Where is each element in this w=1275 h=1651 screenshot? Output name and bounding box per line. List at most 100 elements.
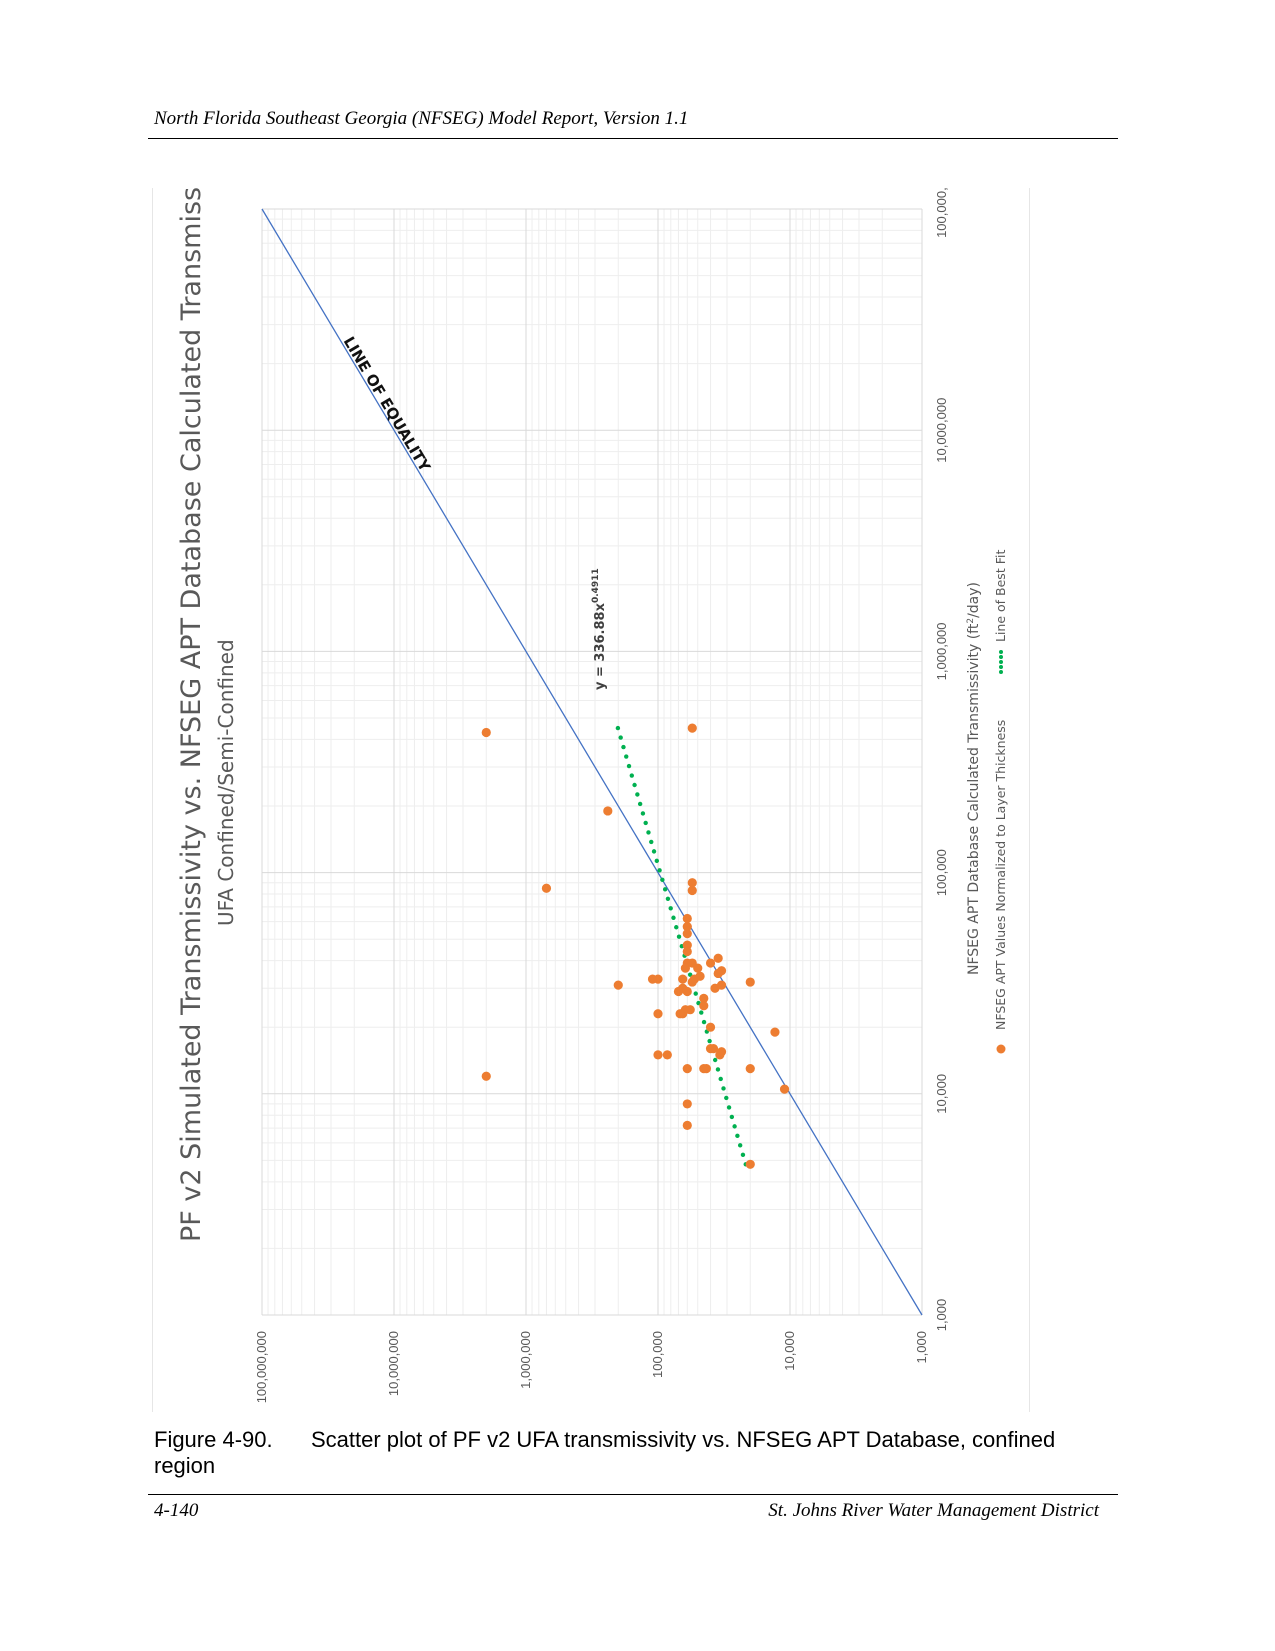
equation-main: y = 336.88x: [593, 602, 608, 690]
data-point: [682, 1099, 692, 1109]
data-point: [716, 1047, 727, 1057]
data-point: [716, 980, 727, 990]
legend-best-fit-label: Line of Best Fit: [993, 550, 1008, 642]
footer-rule: [148, 1494, 1118, 1495]
best-fit-dot: [726, 1105, 732, 1110]
data-point: [682, 922, 692, 932]
data-point: [653, 1009, 663, 1019]
data-point: [675, 1009, 685, 1019]
best-fit-dot: [654, 858, 660, 864]
figure-caption-text: Scatter plot of PF v2 UFA transmissivity…: [154, 1427, 1056, 1478]
best-fit-dot: [676, 934, 682, 939]
chart-title: PF v2 Simulated Transmissivity vs. NFSEG…: [176, 188, 207, 1242]
y-tick-label: 100,000,000: [254, 1331, 269, 1403]
data-point: [708, 1044, 719, 1054]
best-fit-dot: [715, 1067, 721, 1072]
chart-subtitle: UFA Confined/Semi-Confined: [214, 639, 238, 926]
y-tick-label: 100,000: [650, 1331, 665, 1378]
best-fit-dot: [699, 1010, 704, 1015]
figure-frame: [152, 188, 1030, 1412]
data-point: [687, 878, 697, 888]
best-fit-dot: [626, 763, 632, 769]
best-fit-dot: [637, 801, 643, 807]
data-point: [701, 1063, 711, 1074]
x-tick-label: 10,000: [934, 1074, 949, 1114]
data-point: [745, 1063, 755, 1074]
data-points: [481, 723, 790, 1169]
figure-caption: Figure 4-90. Scatter plot of PF v2 UFA tr…: [154, 1427, 1114, 1479]
best-fit-dot: [735, 1133, 740, 1139]
best-fit-dot: [621, 744, 626, 750]
trendline-equation: y = 336.88x0.4911: [591, 568, 608, 690]
data-point: [682, 946, 692, 957]
page-header: North Florida Southeast Georgia (NFSEG) …: [154, 108, 689, 129]
scatter-chart: 1,000 10,000 100,000 1,000,000 10,000,000 100…: [176, 188, 1008, 1403]
data-point: [770, 1027, 780, 1037]
data-point: [745, 977, 755, 987]
y-tick-label: 10,000: [782, 1331, 797, 1371]
legend: NFSEG APT Values Normalized to Layer Thi…: [993, 550, 1008, 1054]
data-point: [682, 1120, 692, 1130]
data-point: [603, 806, 613, 816]
y-tick-label: 1,000: [914, 1331, 929, 1364]
legend-best-fit-dot: [999, 655, 1003, 659]
best-fit-dot: [649, 839, 654, 845]
best-fit-dot: [660, 877, 665, 883]
data-point: [613, 980, 623, 990]
legend-best-fit-dot: [999, 660, 1003, 664]
tick-labels: 1,000 10,000 100,000 1,000,000 10,000,000 100…: [254, 188, 949, 1403]
grid-lines: [261, 208, 923, 1316]
best-fit-dot: [707, 1038, 712, 1044]
best-fit-dot: [674, 925, 679, 930]
x-tick-label: 1,000: [934, 1299, 949, 1332]
data-point: [682, 913, 692, 924]
data-point: [685, 1005, 695, 1015]
data-point: [779, 1084, 790, 1094]
data-point: [705, 1022, 716, 1032]
best-fit-dot: [721, 1086, 726, 1091]
data-point: [680, 963, 691, 973]
best-fit-dot: [665, 896, 671, 901]
data-point: [745, 1159, 755, 1169]
data-point: [682, 986, 692, 997]
x-tick-label: 100,000: [934, 849, 949, 896]
best-fit-dot: [712, 1057, 718, 1063]
legend-best-fit-marker: [999, 650, 1003, 674]
best-fit-dot: [729, 1114, 735, 1120]
legend-best-fit-dot: [999, 650, 1003, 654]
best-fit-dot: [646, 830, 651, 835]
x-axis-title-main: NFSEG APT Database Calculated Transmissi…: [966, 623, 982, 975]
data-point: [673, 986, 684, 997]
best-fit-dot: [615, 725, 621, 731]
footer-organization: St. Johns River Water Management Distric…: [768, 1500, 1099, 1521]
best-fit-dot: [635, 792, 640, 797]
line-of-equality: [261, 208, 923, 1316]
y-tick-label: 10,000,000: [386, 1331, 401, 1396]
data-point: [481, 1071, 491, 1081]
data-point: [682, 940, 692, 950]
legend-best-fit-dot: [999, 670, 1003, 674]
x-axis-title-superscript: 2: [966, 618, 976, 624]
best-fit-dot: [640, 811, 646, 816]
best-fit-dot: [671, 915, 676, 920]
data-point: [678, 974, 688, 984]
y-tick-label: 1,000,000: [518, 1331, 533, 1389]
header-rule: [148, 138, 1118, 139]
best-fit-dot: [740, 1152, 746, 1158]
x-axis-title: NFSEG APT Database Calculated Transmissi…: [966, 582, 982, 975]
data-point: [653, 974, 663, 984]
best-fit-dot: [643, 820, 648, 826]
best-fit-dot: [732, 1124, 737, 1129]
data-point: [682, 928, 692, 939]
data-point: [695, 971, 705, 981]
data-point: [687, 885, 697, 896]
data-point: [481, 727, 491, 738]
x-axis-title-end: /day): [966, 582, 982, 618]
data-point: [699, 1001, 709, 1011]
x-tick-label: 10,000,000: [934, 398, 949, 463]
best-fit-dot: [701, 1019, 707, 1025]
x-tick-label: 100,000,0: [934, 188, 949, 238]
data-point: [541, 883, 552, 893]
page-number: 4-140: [154, 1500, 199, 1521]
data-point: [716, 966, 727, 976]
